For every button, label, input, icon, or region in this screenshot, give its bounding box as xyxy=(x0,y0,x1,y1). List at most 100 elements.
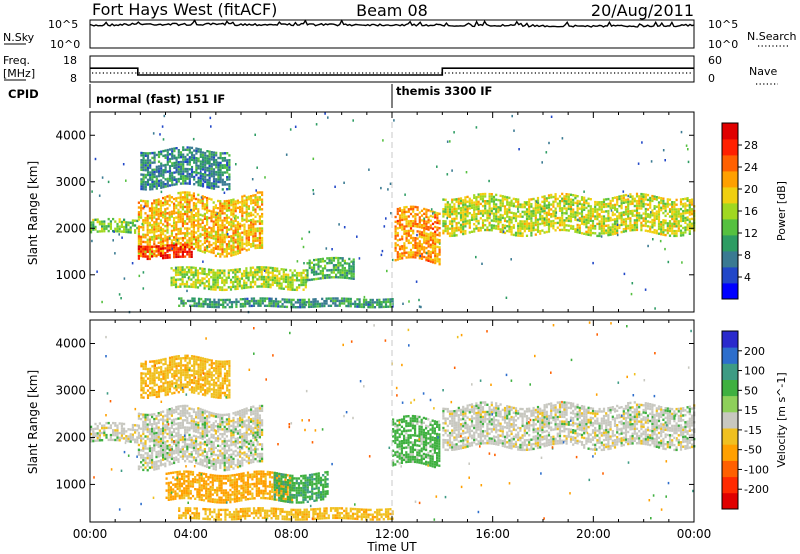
heatmap-cell xyxy=(137,467,140,471)
heatmap-cell xyxy=(519,215,522,218)
heatmap-cell xyxy=(155,465,158,468)
heatmap-cell xyxy=(212,227,215,231)
heatmap-cell xyxy=(492,226,496,230)
heatmap-cell xyxy=(208,197,211,200)
power-heatmap xyxy=(90,112,696,314)
heatmap-cell xyxy=(690,224,694,228)
frequency-panel: Freq. [MHz] 18 8 60 0 Nave xyxy=(3,54,778,85)
heatmap-cell xyxy=(177,439,180,442)
heatmap-cell xyxy=(495,205,498,209)
heatmap-cell xyxy=(254,280,257,284)
heatmap-cell xyxy=(298,271,301,275)
heatmap-cell xyxy=(675,208,678,211)
heatmap-cell xyxy=(545,206,548,210)
heatmap-cell xyxy=(214,221,217,224)
heatmap-cell xyxy=(600,205,603,209)
heatmap-cell xyxy=(262,275,266,279)
heatmap-cell xyxy=(188,255,191,258)
heatmap-cell xyxy=(184,170,187,173)
heatmap-cell xyxy=(174,273,178,277)
heatmap-cell xyxy=(168,172,172,175)
heatmap-cell xyxy=(578,224,581,227)
heatmap-cell xyxy=(179,198,182,202)
heatmap-cell xyxy=(284,275,288,279)
heatmap-cell xyxy=(142,459,145,462)
heatmap-cell xyxy=(243,274,246,278)
heatmap-cell xyxy=(197,421,200,424)
heatmap-cell xyxy=(252,297,256,300)
heatmap-cell xyxy=(212,222,215,226)
heatmap-cell xyxy=(94,422,97,426)
heatmap-cell xyxy=(488,221,491,225)
heatmap-cell xyxy=(245,196,248,199)
heatmap-cell xyxy=(446,205,449,209)
heatmap-cell xyxy=(96,425,99,428)
heatmap-cell xyxy=(144,200,147,203)
heatmap-cell xyxy=(457,202,460,205)
heatmap-cell xyxy=(673,215,676,218)
heatmap-cell xyxy=(148,228,151,232)
heatmap-cell xyxy=(403,208,406,211)
heatmap-cell xyxy=(151,451,154,455)
heatmap-cell xyxy=(688,211,691,214)
heatmap-cell xyxy=(664,159,666,162)
heatmap-cell xyxy=(434,257,437,260)
heatmap-cell xyxy=(129,228,132,232)
heatmap-cell xyxy=(558,207,562,210)
heatmap-cell xyxy=(175,171,178,174)
heatmap-cell xyxy=(247,229,250,232)
heatmap-cell xyxy=(623,272,626,276)
heatmap-cell xyxy=(598,232,601,235)
heatmap-cell xyxy=(501,223,504,227)
heatmap-cell xyxy=(506,198,509,201)
heatmap-cell xyxy=(497,227,500,231)
heatmap-cell xyxy=(403,215,406,219)
heatmap-cell xyxy=(170,212,173,216)
heatmap-cell xyxy=(201,279,204,282)
heatmap-cell xyxy=(213,305,216,309)
heatmap-cell xyxy=(190,441,193,444)
heatmap-cell xyxy=(486,214,489,217)
heatmap-cell xyxy=(241,248,244,251)
heatmap-cell xyxy=(602,210,606,213)
heatmap-cell xyxy=(512,212,515,215)
heatmap-cell xyxy=(221,173,224,177)
heatmap-cell xyxy=(109,424,112,427)
heatmap-cell xyxy=(497,218,500,221)
heatmap-cell xyxy=(166,177,169,181)
heatmap-cell xyxy=(144,452,147,455)
heatmap-cell xyxy=(431,251,435,254)
heatmap-cell xyxy=(131,435,134,439)
heatmap-cell xyxy=(552,195,555,199)
heatmap-cell xyxy=(127,428,130,431)
heatmap-cell xyxy=(153,151,156,155)
heatmap-cell xyxy=(247,278,250,282)
heatmap-cell xyxy=(166,413,169,416)
heatmap-cell xyxy=(587,216,590,220)
heatmap-cell xyxy=(567,205,570,208)
heatmap-cell xyxy=(188,168,191,171)
heatmap-cell xyxy=(616,200,619,204)
heatmap-cell xyxy=(137,436,140,439)
heatmap-cell xyxy=(182,177,185,180)
heatmap-cell xyxy=(508,196,511,200)
heatmap-cell xyxy=(479,209,482,213)
heatmap-cell xyxy=(690,208,694,211)
heatmap-cell xyxy=(677,212,680,216)
heatmap-cell xyxy=(214,204,217,207)
heatmap-cell xyxy=(127,437,130,441)
heatmap-cell xyxy=(204,166,207,169)
heatmap-cell xyxy=(182,146,185,149)
heatmap-cell xyxy=(181,208,184,211)
heatmap-cell xyxy=(662,211,665,215)
heatmap-cell xyxy=(592,261,594,265)
heatmap-cell xyxy=(157,445,160,448)
heatmap-cell xyxy=(558,216,562,220)
heatmap-cell xyxy=(159,236,162,239)
heatmap-cell xyxy=(188,217,191,221)
heatmap-cell xyxy=(190,199,193,202)
heatmap-cell xyxy=(561,214,564,217)
heatmap-cell xyxy=(464,201,467,204)
heatmap-cell xyxy=(525,202,527,205)
